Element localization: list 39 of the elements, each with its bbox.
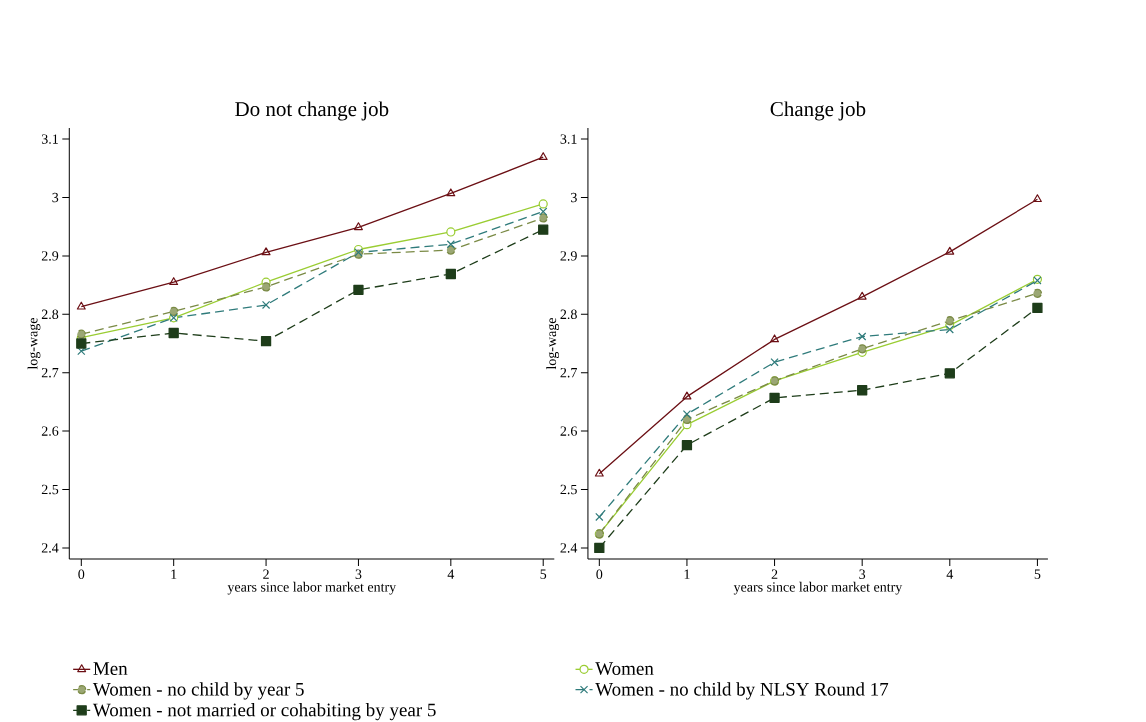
- y-tick-label: 2.5: [560, 484, 577, 495]
- y-tick-label: 3.1: [560, 134, 577, 145]
- x-tick-label: 2: [771, 569, 778, 579]
- y-tick-label: 2.6: [560, 426, 577, 437]
- legend-label: Women - not married or cohabiting by year 5: [92, 703, 436, 721]
- y-axis-title: log-wage: [546, 318, 560, 370]
- x-tick-label: 5: [1034, 569, 1041, 580]
- y-tick-label: 2.5: [41, 484, 59, 495]
- x-axis-title: years since labor market entry: [227, 582, 397, 595]
- y-tick-label: 2.4: [560, 543, 578, 553]
- x-tick-label: 4: [447, 569, 455, 579]
- y-tick-label: 3: [571, 192, 577, 203]
- x-tick-label: 3: [859, 569, 866, 580]
- chart-title: Change job: [770, 101, 866, 121]
- x-tick-label: 0: [596, 569, 603, 580]
- y-tick-label: 3.1: [41, 134, 58, 145]
- y-axis-title: log-wage: [27, 318, 41, 370]
- legend-label: Men: [93, 662, 128, 676]
- y-tick-label: 2.8: [560, 309, 577, 320]
- x-axis-title: years since labor market entry: [733, 582, 903, 595]
- chart-title: Do not change job: [235, 101, 389, 121]
- y-tick-label: 2.9: [560, 251, 577, 261]
- x-tick-label: 0: [78, 569, 85, 580]
- y-tick-label: 2.8: [41, 309, 59, 320]
- x-tick-label: 3: [355, 569, 362, 580]
- x-tick-label: 4: [946, 569, 954, 579]
- y-tick-label: 2.4: [41, 543, 59, 553]
- y-tick-label: 2.6: [41, 426, 59, 437]
- x-tick-label: 5: [540, 569, 547, 580]
- x-tick-label: 1: [171, 569, 177, 579]
- legend-label: Women: [595, 662, 654, 676]
- y-tick-label: 2.7: [41, 368, 59, 378]
- legend-label: Women - no child by NLSY Round 17: [595, 682, 889, 700]
- x-tick-label: 1: [684, 569, 690, 579]
- y-tick-label: 2.7: [560, 368, 577, 378]
- y-tick-label: 3: [52, 192, 59, 203]
- y-tick-label: 2.9: [41, 251, 59, 261]
- x-tick-label: 2: [263, 569, 269, 579]
- legend-label: Women - no child by year 5: [92, 682, 304, 700]
